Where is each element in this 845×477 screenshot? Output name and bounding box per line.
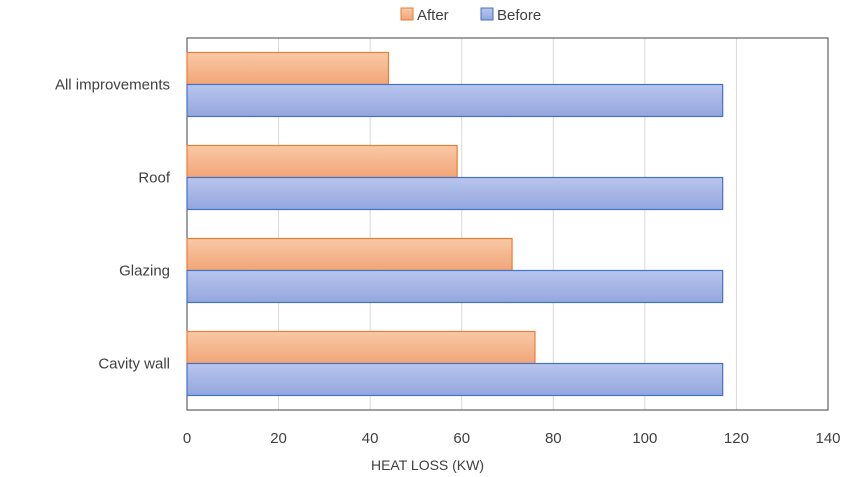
bar-after-0	[186, 51, 390, 86]
legend-swatch-before	[480, 7, 494, 21]
category-label: Cavity wall	[98, 356, 170, 373]
bars	[186, 51, 724, 397]
x-tick-label: 60	[453, 430, 470, 447]
x-tick-label: 80	[545, 430, 562, 447]
bar-before-0	[186, 83, 724, 118]
bar-before-2	[186, 269, 724, 304]
x-tick-label: 0	[183, 430, 191, 447]
bar-after-3	[186, 330, 536, 365]
bar-after-1	[186, 144, 458, 179]
x-tick-label: 40	[362, 430, 379, 447]
bar-before-3	[186, 362, 724, 397]
x-tick-label: 100	[632, 430, 657, 447]
x-tick-label: 140	[815, 430, 840, 447]
bar-after-2	[186, 237, 513, 272]
x-tick-label: 120	[724, 430, 749, 447]
legend: After Before	[400, 7, 541, 24]
category-label: Roof	[138, 170, 171, 187]
category-labels: All improvements Roof Glazing Cavity wall	[55, 77, 171, 373]
bar-before-1	[186, 176, 724, 211]
category-label: Glazing	[119, 263, 170, 280]
x-axis-title: HEAT LOSS (KW)	[371, 457, 484, 473]
plot-area-frame	[186, 37, 829, 411]
category-label: All improvements	[55, 77, 170, 94]
legend-swatch-after	[400, 7, 414, 21]
x-tick-labels: 0 20 40 60 80 100 120 140	[183, 430, 841, 447]
legend-label-before: Before	[497, 7, 541, 24]
x-tick-label: 20	[270, 430, 287, 447]
legend-label-after: After	[417, 7, 449, 24]
